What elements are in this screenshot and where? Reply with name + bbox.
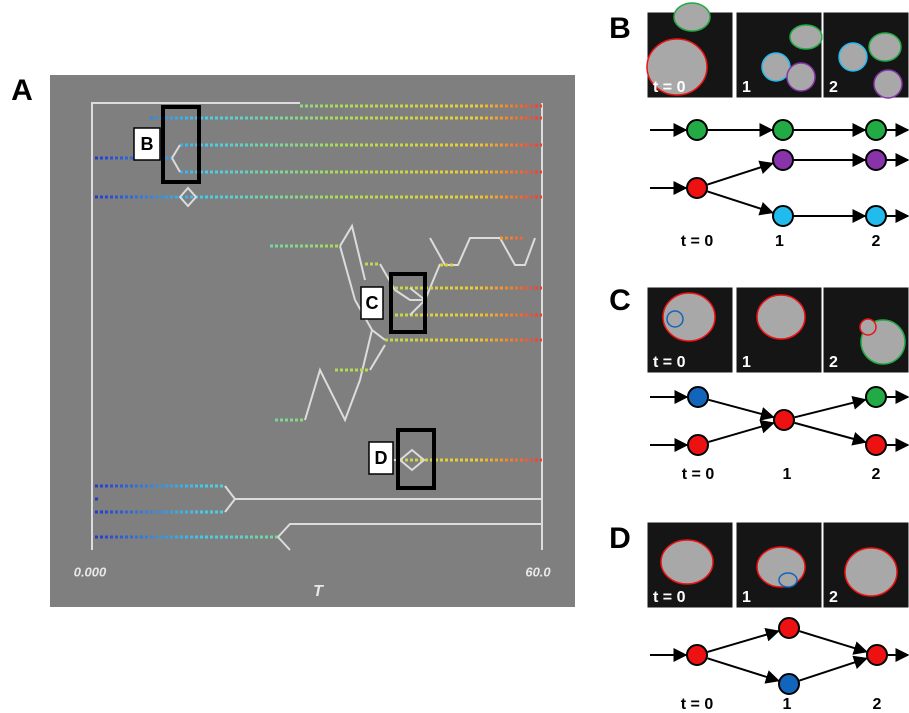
panel-label: D: [609, 522, 631, 555]
lineage-node: [686, 119, 708, 141]
arrow: [708, 398, 775, 421]
panel-label: B: [609, 12, 631, 45]
arrow: [794, 395, 867, 419]
time-label: t = 0: [681, 233, 714, 250]
lineage-node: [865, 119, 887, 141]
cell: [666, 310, 684, 328]
lineage-node: [772, 119, 794, 141]
box-label-bg: [360, 286, 384, 320]
cell: [660, 539, 714, 585]
panel-label: A: [11, 74, 33, 107]
time-label: 2: [872, 466, 881, 483]
cell: [673, 2, 711, 32]
cell: [789, 24, 823, 50]
lineage-node: [687, 386, 709, 408]
lineage-node: [772, 205, 794, 227]
cell: [868, 32, 902, 62]
zoom-box: [389, 272, 427, 334]
box-label: B: [141, 134, 154, 154]
arrow: [708, 419, 775, 443]
frame-label: t = 0: [653, 79, 686, 96]
arrow: [707, 627, 780, 653]
lineage-node: [865, 386, 887, 408]
frame-label: t = 0: [653, 354, 686, 371]
box-label-bg: [133, 127, 161, 161]
lineage-node: [866, 644, 888, 666]
branch: [409, 287, 426, 316]
box-label: D: [375, 448, 388, 468]
arrow: [799, 630, 868, 655]
cell: [662, 292, 716, 342]
branch: [339, 223, 366, 301]
arrow: [794, 421, 867, 446]
branch: [91, 102, 300, 550]
time-label: 1: [775, 233, 784, 250]
panel-label: C: [609, 284, 631, 317]
time-label: t = 0: [682, 466, 715, 483]
frame-label: 1: [742, 79, 751, 96]
box-label: C: [366, 293, 379, 313]
frame-label: 2: [829, 589, 838, 606]
x-start-label: 0.000: [74, 564, 107, 579]
arrow: [799, 655, 868, 682]
cell: [778, 572, 798, 588]
time-label: 1: [783, 696, 792, 713]
lineage-node: [772, 149, 794, 171]
time-label: 2: [872, 233, 881, 250]
lineage-node: [686, 644, 708, 666]
x-end-label: 60.0: [525, 564, 551, 579]
arrow: [707, 160, 774, 186]
frame-label: 2: [829, 354, 838, 371]
lineage-tree: [91, 102, 543, 551]
lineage-node: [865, 205, 887, 227]
branch: [369, 344, 386, 371]
cell: [646, 38, 708, 96]
lineage-node: [773, 409, 795, 431]
cell: [786, 62, 816, 92]
time-label: 1: [783, 466, 792, 483]
lineage-node: [865, 149, 887, 171]
zoom-box: [396, 428, 436, 490]
cell: [756, 294, 806, 340]
frame-label: 2: [829, 79, 838, 96]
box-label-bg: [368, 441, 394, 475]
branch: [224, 485, 542, 513]
cell: [859, 318, 877, 336]
frame-label: t = 0: [653, 589, 686, 606]
cell: [873, 69, 903, 99]
time-label: t = 0: [681, 696, 714, 713]
lineage-node: [778, 673, 800, 695]
lineage-node: [686, 177, 708, 199]
arrow: [707, 657, 780, 684]
zoom-box: [161, 105, 201, 184]
lineage-node: [687, 434, 709, 456]
arrow: [707, 190, 774, 216]
branch: [171, 144, 181, 173]
time-label: 2: [873, 696, 882, 713]
x-axis-label: T: [313, 583, 324, 600]
lineage-node: [778, 617, 800, 639]
cell: [838, 42, 868, 72]
frame-label: 1: [742, 589, 751, 606]
cell: [844, 547, 898, 597]
frame-label: 1: [742, 354, 751, 371]
lineage-node: [865, 434, 887, 456]
branch: [277, 523, 542, 551]
cell: [761, 52, 791, 82]
branch: [178, 186, 198, 208]
